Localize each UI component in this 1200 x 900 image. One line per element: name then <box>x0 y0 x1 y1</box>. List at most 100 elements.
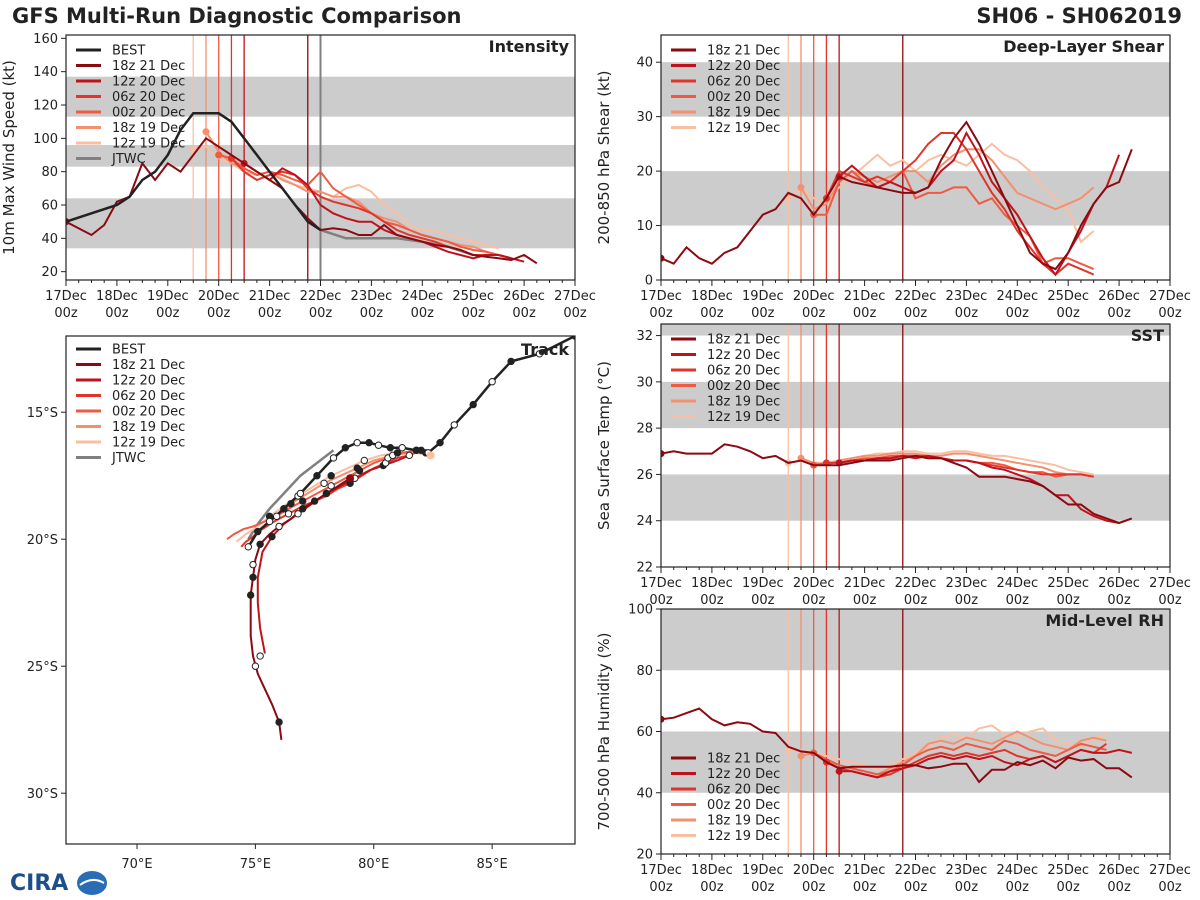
x-tick-label: 00z <box>156 306 180 321</box>
track-position-dot <box>320 479 328 488</box>
legend-label: 18z 19 Dec <box>707 106 780 121</box>
x-tick-label: 00z <box>360 306 384 321</box>
track-position-dot <box>299 497 307 505</box>
y-tick-label: 15°S <box>27 406 58 421</box>
x-tick-label: 00z <box>649 306 673 321</box>
y-tick-label: 60 <box>41 199 58 214</box>
intensity-series-3 <box>218 154 512 260</box>
x-tick-label: 21Dec <box>249 289 291 304</box>
legend-label: 12z 20 Dec <box>707 767 780 782</box>
x-tick-label: 27Dec <box>1149 289 1191 304</box>
legend-label: 12z 20 Dec <box>112 374 185 389</box>
best-position-dot <box>313 472 321 480</box>
track-position-dot <box>251 662 260 670</box>
x-tick-label: 00z <box>853 593 877 608</box>
legend-label: 18z 21 Dec <box>707 333 780 348</box>
best-position-dot <box>450 421 458 429</box>
shear-init-dot <box>797 183 805 191</box>
legend-label: 12z 20 Dec <box>707 59 780 74</box>
legend-label: 12z 19 Dec <box>707 829 780 844</box>
x-tick-label: 26Dec <box>1098 289 1140 304</box>
legend-label: 18z 19 Dec <box>112 121 185 136</box>
x-tick-label: 20Dec <box>793 863 835 878</box>
cira-logo: CIRA <box>10 871 107 896</box>
y-tick-label: 120 <box>33 99 58 114</box>
legend-label: 12z 20 Dec <box>707 348 780 363</box>
track-position-dot <box>275 522 283 531</box>
x-tick-label: 17Dec <box>640 289 682 304</box>
y-tick-label: 30 <box>636 110 653 125</box>
y-tick-label: 40 <box>636 56 653 71</box>
x-tick-label: 24Dec <box>401 289 443 304</box>
y-tick-label: 0 <box>645 274 653 289</box>
legend-label: JTWC <box>111 451 146 466</box>
intensity-title: Intensity <box>489 37 570 56</box>
best-position-dot <box>386 444 395 452</box>
y-tick-label: 30 <box>636 375 653 390</box>
x-tick-label: 19Dec <box>147 289 189 304</box>
y-tick-label: 28 <box>636 422 653 437</box>
x-tick-label: 00z <box>309 306 333 321</box>
x-tick-label: 21Dec <box>844 576 886 591</box>
y-tick-label: 26 <box>636 468 653 483</box>
shear-series-0 <box>661 120 1133 271</box>
sst-band <box>661 381 1170 429</box>
track-panel: 70°E 75°E 80°E 85°E 15°S 20°S 25°S 30°S Track BES… <box>27 335 576 872</box>
track-position-dot <box>353 464 361 472</box>
y-tick-label: 80 <box>636 664 653 679</box>
x-tick-label: 70°E <box>121 857 152 872</box>
x-tick-label: 20Dec <box>198 289 240 304</box>
track-position-dot <box>273 512 281 521</box>
x-tick-label: 00z <box>1057 306 1081 321</box>
page-title: GFS Multi-Run Diagnostic Comparison <box>12 4 462 28</box>
y-tick-label: 100 <box>33 132 58 147</box>
track-series-0 <box>249 477 351 741</box>
intensity-best-line <box>66 112 322 232</box>
x-tick-label: 26Dec <box>503 289 545 304</box>
shear-band <box>661 62 1170 117</box>
best-position-dot <box>296 489 305 498</box>
y-tick-label: 40 <box>41 232 58 247</box>
best-position-dot <box>374 441 383 449</box>
best-position-dot <box>365 438 373 447</box>
x-tick-label: 00z <box>1107 593 1131 608</box>
y-tick-label: 30°S <box>27 787 58 802</box>
x-tick-label: 00z <box>802 880 826 895</box>
y-tick-label: 60 <box>636 725 653 740</box>
x-tick-label: 24Dec <box>996 289 1038 304</box>
x-tick-label: 00z <box>955 306 979 321</box>
rh-series-1 <box>839 748 1133 779</box>
best-position-dot <box>412 446 421 454</box>
legend-label: 00z 20 Dec <box>707 379 780 394</box>
legend-label: 18z 21 Dec <box>112 358 185 373</box>
x-tick-label: 23Dec <box>946 289 988 304</box>
x-tick-label: 25Dec <box>452 289 494 304</box>
track-position-dot <box>405 451 413 460</box>
sst-series-0 <box>661 443 1133 525</box>
y-tick-label: 80 <box>41 165 58 180</box>
x-tick-label: 22Dec <box>895 863 937 878</box>
x-tick-label: 25Dec <box>1047 289 1089 304</box>
x-tick-label: 00z <box>904 593 928 608</box>
x-tick-label: 00z <box>105 306 129 321</box>
legend-label: 12z 20 Dec <box>112 75 185 90</box>
x-tick-label: 27Dec <box>554 289 596 304</box>
x-tick-label: 00z <box>700 593 724 608</box>
track-position-dot <box>360 456 368 465</box>
x-tick-label: 20Dec <box>793 289 835 304</box>
best-position-dot <box>353 438 361 447</box>
x-tick-label: 00z <box>411 306 435 321</box>
x-tick-label: 00z <box>54 306 78 321</box>
legend-label: 18z 19 Dec <box>707 814 780 829</box>
x-tick-label: 00z <box>258 306 282 321</box>
x-tick-label: 00z <box>649 593 673 608</box>
best-position-dot <box>329 454 338 462</box>
x-tick-label: 27Dec <box>1149 863 1191 878</box>
x-tick-label: 23Dec <box>946 576 988 591</box>
x-tick-label: 00z <box>563 306 587 321</box>
x-tick-label: 00z <box>802 593 826 608</box>
x-tick-label: 00z <box>1006 306 1030 321</box>
rh-band <box>661 609 1170 671</box>
